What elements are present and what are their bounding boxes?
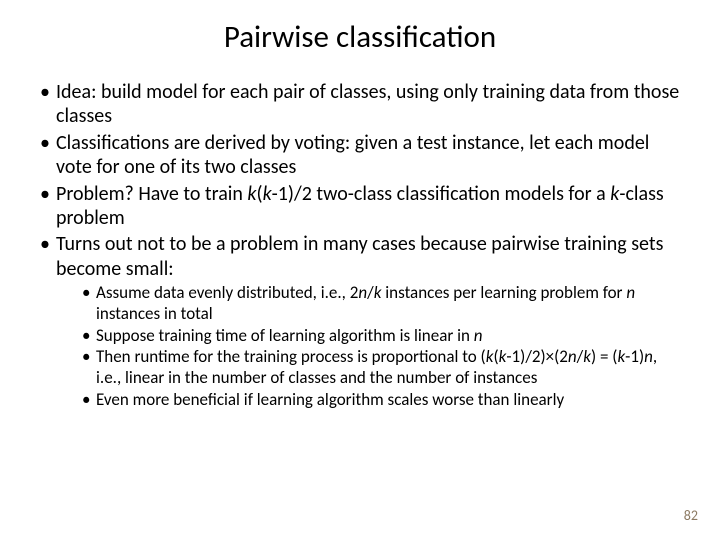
italic-var: k — [247, 182, 256, 206]
bullet-text: instances per learning problem for — [381, 282, 626, 303]
bullet-text: Idea: build model for each pair of class… — [56, 80, 679, 128]
bullet-item: Idea: build model for each pair of class… — [40, 80, 680, 129]
bullet-text: instances in total — [96, 303, 213, 324]
bullet-text: Problem? Have to train — [56, 182, 247, 206]
bullet-text: -1)/2 two-class classification models fo… — [272, 182, 611, 206]
sub-bullet-item: Then runtime for the training process is… — [82, 347, 680, 388]
bullet-list: Idea: build model for each pair of class… — [40, 80, 680, 411]
bullet-text: Even more beneficial if learning algorit… — [96, 389, 564, 410]
sub-bullet-item: Assume data evenly distributed, i.e., 2n… — [82, 283, 680, 324]
bullet-text: Suppose training time of learning algori… — [96, 325, 474, 346]
bullet-text: ) = ( — [591, 346, 617, 367]
sub-bullet-list: Assume data evenly distributed, i.e., 2n… — [56, 283, 680, 410]
slide-title: Pairwise classification — [40, 18, 680, 56]
italic-var: n — [358, 282, 367, 303]
sub-bullet-item: Suppose training time of learning algori… — [82, 326, 680, 347]
bullet-item: Classifications are derived by voting: g… — [40, 131, 680, 180]
italic-var: n — [474, 325, 483, 346]
italic-var: n — [568, 346, 577, 367]
page-number: 82 — [684, 507, 698, 524]
italic-var: k — [617, 346, 625, 367]
italic-var: k — [263, 182, 272, 206]
bullet-text: / — [367, 282, 374, 303]
italic-var: n — [644, 346, 653, 367]
sub-bullet-item: Even more beneficial if learning algorit… — [82, 390, 680, 411]
bullet-text: -1)/2)×(2 — [506, 346, 568, 367]
bullet-text: Assume data evenly distributed, i.e., 2 — [96, 282, 358, 303]
italic-var: n — [626, 282, 635, 303]
slide: Pairwise classification Idea: build mode… — [0, 0, 720, 540]
bullet-text: Turns out not to be a problem in many ca… — [56, 232, 663, 280]
italic-var: k — [610, 182, 619, 206]
bullet-item: Problem? Have to train k(k-1)/2 two-clas… — [40, 182, 680, 231]
bullet-text: Classifications are derived by voting: g… — [56, 131, 649, 179]
italic-var: k — [583, 346, 591, 367]
bullet-text: Then runtime for the training process is… — [96, 346, 486, 367]
bullet-text: -1) — [625, 346, 644, 367]
bullet-item: Turns out not to be a problem in many ca… — [40, 232, 680, 410]
